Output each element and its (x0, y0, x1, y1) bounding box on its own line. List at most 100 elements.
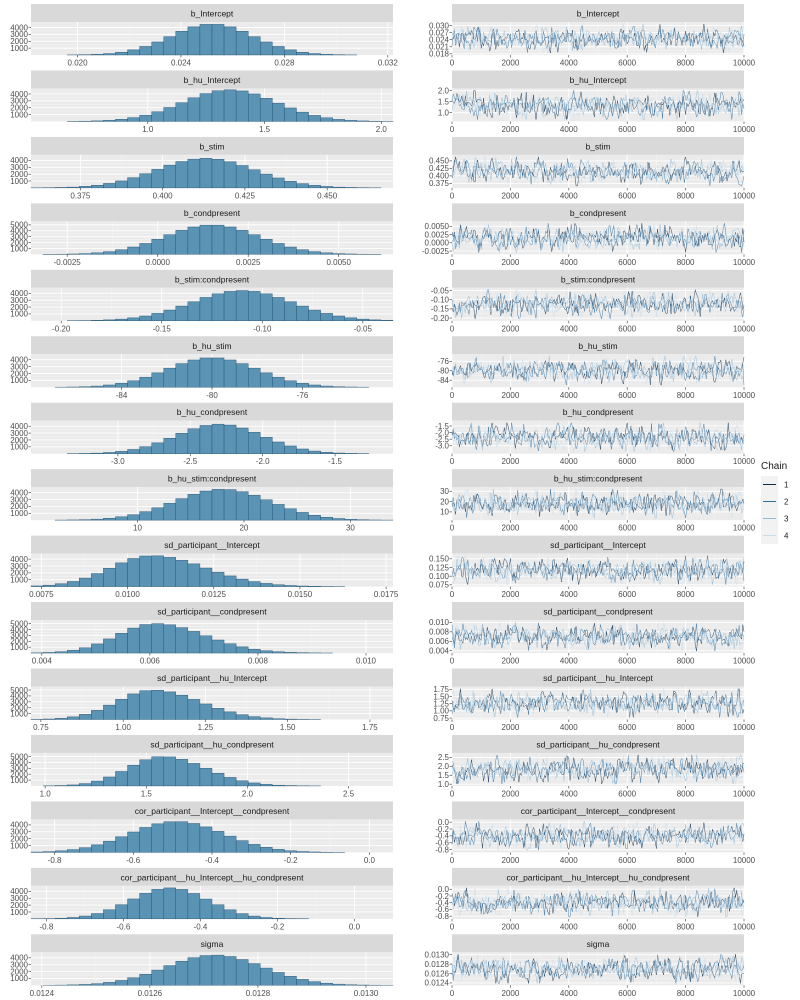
histogram-bar (260, 717, 273, 720)
histogram-bar (260, 583, 273, 587)
y-tick-label: 1000 (10, 776, 28, 785)
histogram-bar (103, 319, 116, 321)
histogram-bar (66, 849, 80, 853)
histogram-bar (296, 448, 309, 454)
y-tick-label: 0.0130 (425, 950, 450, 959)
x-tick-label: -76 (297, 391, 309, 400)
histogram-bar (54, 918, 68, 920)
x-tick-label: 20 (239, 524, 248, 533)
y-tick-label: -1.5 (435, 422, 449, 431)
histogram-bar (175, 102, 189, 122)
histogram-bar (235, 491, 249, 521)
facet-strip (452, 668, 744, 687)
histogram-bar (332, 518, 345, 521)
x-tick-label: 0.024 (171, 59, 192, 68)
histogram-bar (139, 690, 152, 720)
y-tick-label: 3000 (10, 631, 28, 640)
chain-4-trace (451, 688, 745, 718)
x-tick-label: 0 (450, 258, 455, 267)
x-tick-label: 4000 (560, 457, 578, 466)
x-tick-label: 10000 (733, 457, 756, 466)
facet-title: b_hu_Intercept (184, 75, 241, 85)
histogram-bar (272, 177, 285, 189)
histogram-bar (54, 718, 68, 720)
y-tick-label: 1000 (10, 177, 28, 186)
histogram-bar (332, 452, 345, 454)
x-tick-label: 0.0124 (30, 989, 55, 998)
histogram-bar (247, 581, 261, 587)
histogram-bar (247, 844, 261, 853)
y-tick-label: -0.0025 (422, 247, 450, 256)
histogram-bar (223, 424, 237, 454)
trace-panel: b_hu_Intercept 0 2000 4000 6000 8000 10000 1.0 1… (438, 70, 756, 134)
y-tick-label: 0.75 (433, 714, 449, 723)
histogram-bar (151, 555, 164, 587)
y-tick-label: 0.027 (429, 28, 450, 37)
histogram-bar (272, 718, 285, 720)
histogram-bar (235, 90, 249, 122)
y-tick-label: 0.006 (429, 637, 450, 646)
histogram-bar (284, 508, 297, 521)
chain-3-trace (451, 955, 745, 984)
x-tick-label: 1.50 (280, 723, 296, 732)
trace-panel: sd_participant__condpresent 0 2000 4000 6000… (429, 602, 756, 666)
histogram-bar (247, 782, 261, 787)
x-tick-label: 1.25 (198, 723, 214, 732)
y-tick-label: 3000 (10, 698, 28, 707)
x-tick-label: 0.0175 (374, 590, 399, 599)
facet-strip (31, 934, 393, 953)
histogram-bar (163, 624, 177, 654)
y-tick-label: 2000 (10, 303, 28, 312)
x-tick-label: 0.0050 (326, 258, 351, 267)
x-tick-label: 2000 (502, 856, 520, 865)
histogram-bar (247, 234, 261, 255)
x-tick-label: 4000 (560, 657, 578, 666)
histogram-bar (247, 169, 261, 189)
y-tick-label: 4000 (10, 488, 28, 497)
histogram-bar (235, 714, 249, 720)
x-tick-label: 0.400 (153, 191, 174, 200)
histogram-bar (235, 31, 249, 56)
histogram-bar (284, 585, 297, 587)
histogram-bar (247, 716, 261, 720)
y-tick-label: -0.6 (435, 905, 449, 914)
y-tick-label: 1.0 (438, 108, 450, 117)
histogram-bar (103, 452, 116, 454)
facet-title: sd_participant__Intercept (164, 540, 260, 550)
x-tick-label: 0 (450, 922, 455, 931)
histogram-bar (127, 380, 140, 388)
y-tick-label: -0.05 (431, 286, 450, 295)
y-tick-label: 4000 (10, 227, 28, 236)
chain-4-trace (451, 820, 745, 851)
x-tick-label: -0.10 (253, 324, 272, 333)
histogram-bar (127, 558, 140, 587)
histogram-bar (163, 965, 177, 986)
histogram-bar (308, 309, 321, 322)
y-tick-label: -0.2 (435, 892, 449, 901)
histogram-bar (187, 97, 201, 122)
histogram-bar (260, 650, 273, 654)
histogram-panel: b_stim:condpresent -0.20 -0.15 -0.10 -0.05 10… (10, 269, 394, 333)
x-tick-label: 4000 (560, 324, 578, 333)
histogram-bar (247, 648, 261, 654)
x-tick-label: 8000 (677, 989, 695, 998)
histogram-panel: b_Intercept 0.020 0.024 0.028 0.032 100020003… (10, 4, 398, 68)
x-tick-label: 6000 (618, 191, 636, 200)
y-tick-label: 1.75 (433, 685, 449, 694)
histogram-panel: sd_participant__condpresent 0.004 0.006 0.0… (10, 602, 393, 666)
y-tick-label: 3000 (10, 30, 28, 39)
histogram-bar (308, 515, 321, 521)
chain-3-trace (451, 621, 745, 651)
x-tick-label: 0.032 (378, 59, 399, 68)
histogram-bar (151, 969, 164, 986)
y-tick-label: 0.425 (429, 164, 450, 173)
y-tick-label: 2000 (10, 637, 28, 646)
facet-strip (452, 4, 744, 22)
histogram-bar (211, 489, 225, 521)
y-tick-label: -76 (437, 357, 449, 366)
x-tick-label: 0.425 (235, 191, 256, 200)
x-tick-label: -0.0025 (54, 258, 82, 267)
x-tick-label: 6000 (618, 258, 636, 267)
x-tick-label: 0.0100 (115, 590, 140, 599)
